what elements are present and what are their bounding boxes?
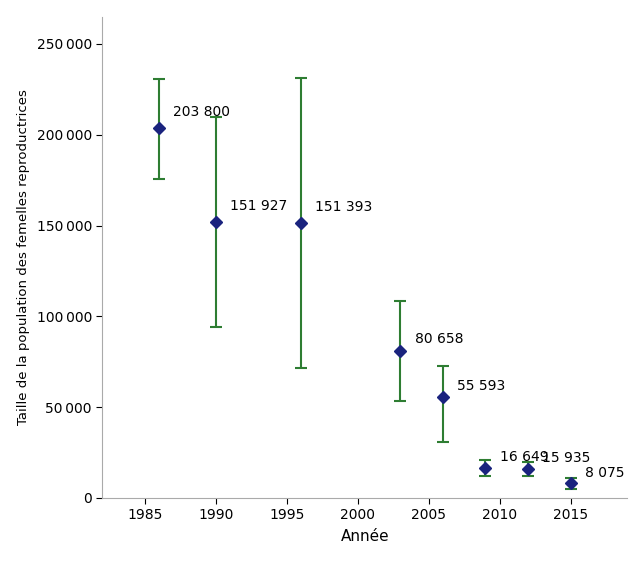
Text: 151 927: 151 927 [230, 199, 287, 213]
Text: 203 800: 203 800 [173, 105, 231, 119]
Text: 15 935: 15 935 [542, 452, 591, 466]
X-axis label: Année: Année [341, 530, 389, 544]
Text: 55 593: 55 593 [457, 379, 506, 393]
Y-axis label: Taille de la population des femelles reproductrices: Taille de la population des femelles rep… [17, 89, 30, 425]
Text: 8 075: 8 075 [585, 466, 624, 480]
Text: 16 649: 16 649 [500, 450, 548, 464]
Text: 151 393: 151 393 [315, 200, 372, 214]
Text: 80 658: 80 658 [415, 332, 463, 346]
